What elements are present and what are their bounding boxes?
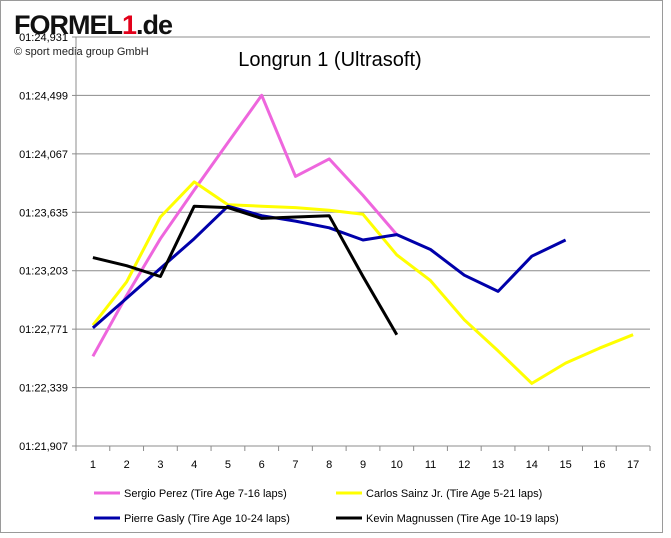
y-tick-label: 01:23,203 (19, 266, 68, 278)
x-tick-label: 8 (326, 459, 332, 471)
series-line-3 (91, 204, 567, 330)
legend-label: Kevin Magnussen (Tire Age 10-19 laps) (366, 513, 559, 525)
chart-title: Longrun 1 (Ultrasoft) (238, 49, 422, 71)
x-tick-label: 3 (157, 459, 163, 471)
gridlines (76, 36, 650, 389)
y-tick-label: 01:24,499 (19, 90, 68, 102)
chart-frame (0, 0, 663, 533)
x-tick-label: 15 (559, 459, 571, 471)
x-tick-label: 10 (391, 459, 403, 471)
y-tick-label: 01:23,635 (19, 207, 68, 219)
formel1-logo: FORMEL1.de (14, 10, 173, 40)
x-tick-label: 14 (526, 459, 538, 471)
x-tick-label: 7 (292, 459, 298, 471)
y-tick-label: 01:24,931 (19, 32, 68, 44)
y-tick-label: 01:22,771 (19, 324, 68, 336)
copyright-notice: © sport media group GmbH (14, 46, 149, 58)
x-tick-label: 5 (225, 459, 231, 471)
y-axis-tick-labels: 01:21,907 01:22,339 01:22,771 01:23,203 01:2… (19, 32, 68, 453)
axes (72, 36, 651, 451)
series-line-4 (92, 204, 399, 336)
x-tick-label: 11 (425, 459, 436, 471)
series-lines (91, 93, 634, 385)
x-tick-label: 12 (458, 459, 470, 471)
x-tick-label: 9 (360, 459, 366, 471)
legend-label: Pierre Gasly (Tire Age 10-24 laps) (124, 513, 290, 525)
legend-label: Carlos Sainz Jr. (Tire Age 5-21 laps) (366, 488, 542, 500)
x-tick-label: 6 (259, 459, 265, 471)
x-tick-label: 2 (124, 459, 130, 471)
x-tick-label: 4 (191, 459, 197, 471)
x-tick-label: 16 (593, 459, 605, 471)
x-tick-label: 13 (492, 459, 504, 471)
legend-label: Sergio Perez (Tire Age 7-16 laps) (124, 488, 287, 500)
series-line-2 (91, 180, 634, 385)
x-tick-label: 17 (627, 459, 639, 471)
x-axis-tick-labels: 1 2 3 4 5 6 7 8 9 10 11 12 13 14 15 16 17 (90, 459, 639, 471)
y-tick-label: 01:22,339 (19, 383, 68, 395)
x-tick-label: 1 (90, 459, 96, 471)
y-tick-label: 01:24,067 (19, 149, 68, 161)
series-line-1 (91, 93, 398, 358)
y-tick-label: 01:21,907 (19, 441, 68, 453)
legend: Sergio Perez (Tire Age 7-16 laps) Carlos … (94, 488, 559, 525)
